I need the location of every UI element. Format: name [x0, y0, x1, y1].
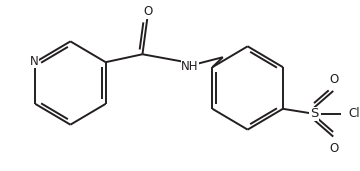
- Text: O: O: [144, 5, 153, 18]
- Text: O: O: [329, 142, 339, 155]
- Text: Cl: Cl: [349, 107, 360, 120]
- Text: N: N: [30, 55, 39, 68]
- Text: NH: NH: [181, 60, 199, 73]
- Text: O: O: [329, 73, 339, 86]
- Text: S: S: [310, 107, 318, 120]
